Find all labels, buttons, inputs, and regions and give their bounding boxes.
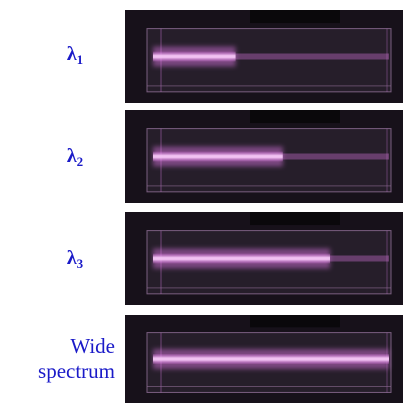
wide-spectrum-label: Wide spectrum [0, 334, 115, 384]
cuvette-photo-lambda-2 [125, 110, 403, 203]
lambda-3-label: λ3 [66, 247, 84, 271]
cuvette-holder [250, 212, 340, 226]
cuvette-holder [250, 110, 340, 124]
beam-core [153, 51, 236, 62]
beam-dim-tail [282, 153, 389, 160]
beam-dim-tail [235, 53, 389, 60]
beam-dim-tail [330, 255, 389, 262]
beam-core [153, 151, 283, 162]
lambda-1-label: λ1 [66, 43, 84, 67]
lambda-2-label: λ2 [66, 145, 84, 169]
cuvette-photo-wide-spectrum [125, 315, 403, 403]
wide-label-line-1: Wide [70, 334, 115, 358]
cuvette-photo-lambda-3 [125, 212, 403, 305]
beam-core [153, 354, 389, 364]
wide-label-line-2: spectrum [38, 359, 115, 384]
cuvette-holder [250, 315, 340, 328]
cuvette-holder [250, 10, 340, 24]
beam-core [153, 253, 330, 264]
cuvette-photo-lambda-1 [125, 10, 403, 103]
